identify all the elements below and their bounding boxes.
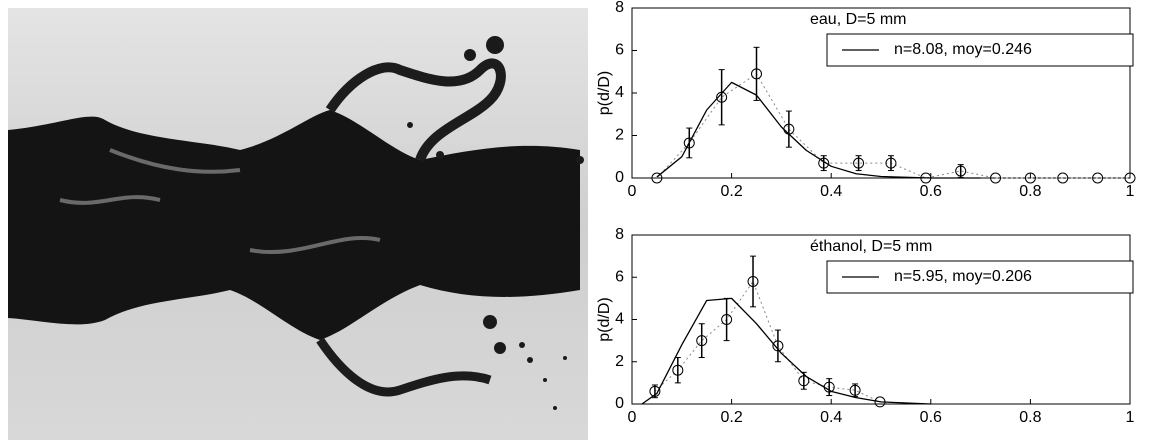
data-point [683,137,695,149]
data-point [849,384,861,396]
data-point [651,172,663,184]
data-point [649,385,661,397]
x-tick-label: 0.6 [920,409,942,426]
x-tick-label: 0 [628,183,637,200]
data-point [1024,172,1036,184]
x-tick-label: 0 [628,409,637,426]
data-point [751,68,762,80]
fit-curve [656,81,981,179]
y-tick-label: 4 [615,311,624,328]
y-tick-label: 2 [615,127,624,144]
y-tick-label: 6 [615,268,624,285]
x-tick-label: 1 [1126,409,1135,426]
legend-label: n=5.95, moy=0.206 [894,268,1032,285]
plot-frame [631,234,1131,405]
data-point [747,275,759,287]
x-tick-label: 0.6 [920,183,942,200]
x-tick-label: 1 [1126,183,1135,200]
y-tick-label: 2 [615,353,624,370]
data-point [990,172,1002,184]
droplets [407,36,584,410]
data-point [721,314,733,325]
liquid-jet [8,110,580,340]
fit-curve [641,297,931,405]
chart-title: eau, D=5 mm [810,11,906,28]
chart-title: éthanol, D=5 mm [810,238,932,255]
y-tick-label: 4 [615,84,624,101]
data-point [1092,172,1104,184]
liquid-ligament [316,337,492,397]
connecting-line [654,280,881,403]
data-point [1124,172,1136,184]
data-point [696,335,708,347]
legend-label: n=8.08, moy=0.246 [894,41,1032,58]
x-tick-label: 0.8 [1019,409,1041,426]
x-tick-label: 0.2 [720,409,742,426]
connecting-line [656,73,1130,179]
chart: 0 0.2 0.4 0.6 0.8 1 0 2 4 6 8 p(d/D) éthanol, D=5 mm… [596,226,1134,426]
data-point [772,340,784,352]
y-tick-label: 0 [615,395,624,412]
liquid-ligament [325,58,506,162]
reflection [59,148,381,255]
x-tick-label: 0.4 [820,183,842,200]
chart: 0 0.2 0.4 0.6 0.8 1 0 2 4 6 8 p(d/D) eau, D=5 mm n=8.… [596,0,1136,200]
data-point [672,364,684,376]
data-point [1057,172,1069,184]
data-point [818,157,830,169]
data-point [955,165,967,177]
x-tick-label: 0.2 [720,183,742,200]
data-point [885,157,897,169]
x-tick-label: 0.4 [820,409,842,426]
y-tick-label: 8 [615,0,624,16]
x-tick-label: 0.8 [1019,183,1041,200]
photo [8,8,588,440]
data-point [716,91,728,103]
data-point [853,157,865,169]
y-axis-label: p(d/D) [596,297,613,341]
y-tick-label: 0 [615,169,624,186]
y-axis-label: p(d/D) [596,71,613,115]
data-point [798,375,810,387]
y-tick-label: 8 [615,226,624,243]
y-tick-label: 6 [615,42,624,59]
